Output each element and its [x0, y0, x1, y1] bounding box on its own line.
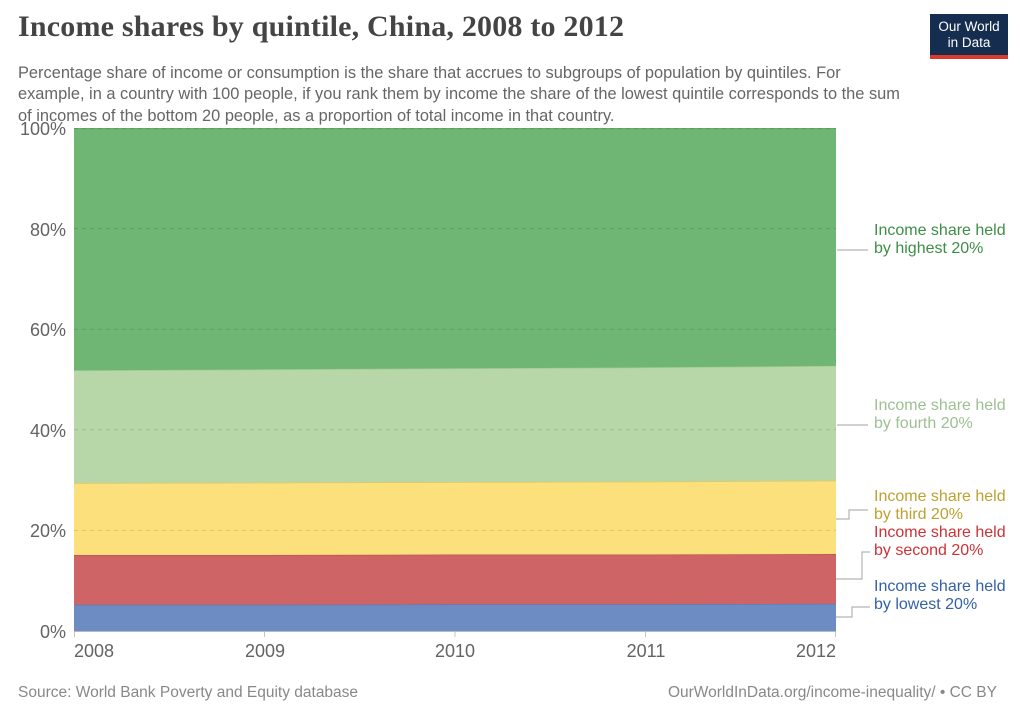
owid-logo-line1: Our World	[938, 19, 1000, 34]
y-tick-0: 0%	[39, 622, 66, 642]
connector-third	[836, 509, 868, 520]
owid-logo-red-strip	[930, 55, 1008, 59]
owid-logo-box: Our World in Data	[930, 14, 1008, 55]
y-tick-20: 20%	[29, 521, 66, 541]
y-tick-60: 60%	[29, 320, 66, 340]
x-tick-2012: 2012	[795, 641, 836, 661]
legend-label-lowest[interactable]: Income share held by lowest 20%	[874, 578, 1006, 613]
x-tick-2010: 2010	[434, 641, 476, 661]
y-tick-40: 40%	[29, 421, 66, 441]
legend-connector-lines	[836, 249, 870, 618]
owid-logo-line2: in Data	[947, 35, 991, 50]
stacked-area-plot[interactable]	[74, 128, 836, 640]
connector-lowest	[836, 606, 870, 618]
x-tick-2008: 2008	[74, 641, 115, 661]
credit-link[interactable]: OurWorldInData.org/income-inequality/ • …	[667, 684, 997, 701]
legend-label-second[interactable]: Income share held by second 20%	[874, 524, 1006, 559]
legend-label-highest[interactable]: Income share held by highest 20%	[874, 222, 1006, 257]
y-tick-100: 100%	[19, 119, 66, 139]
x-tick-2011: 2011	[626, 641, 666, 661]
y-tick-80: 80%	[29, 220, 66, 240]
page-title: Income shares by quintile, China, 2008 t…	[18, 10, 625, 43]
legend-label-third[interactable]: Income share held by third 20%	[874, 488, 1006, 523]
connector-second	[836, 551, 870, 580]
legend-label-fourth[interactable]: Income share held by fourth 20%	[874, 397, 1006, 432]
chart-subtitle: Percentage share of income or consumptio…	[18, 64, 900, 125]
source-note: Source: World Bank Poverty and Equity da…	[18, 684, 359, 701]
x-tick-2009: 2009	[244, 641, 286, 661]
owid-logo[interactable]: Our World in Data	[930, 14, 1008, 59]
